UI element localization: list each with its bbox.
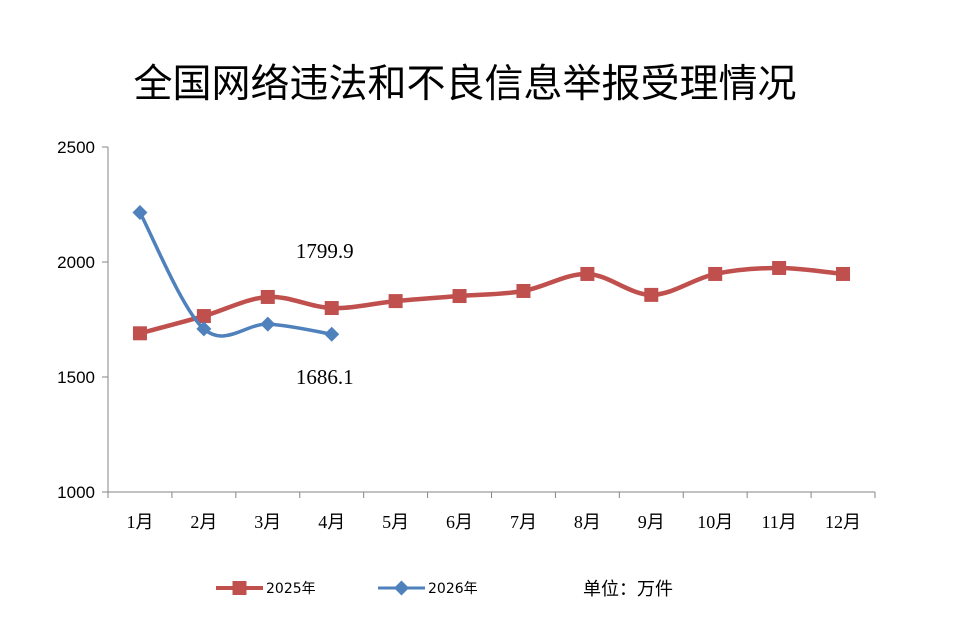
series-0-point: [388, 294, 403, 309]
x-tick-label: 4月: [318, 512, 345, 532]
chart-title: 全国网络违法和不良信息举报受理情况: [133, 62, 796, 107]
data-label: 1799.9: [296, 239, 354, 263]
series-0-point: [580, 266, 595, 281]
x-tick-label: 1月: [126, 512, 153, 532]
axes: 1000 1500 2000 2500 1月 2月 3月 4月 5月 6月 7月 8月 9月 10月 11月…: [57, 138, 876, 532]
y-tick-label: 1000: [57, 483, 95, 502]
x-tick-label: 8月: [574, 512, 601, 532]
series-0-point: [644, 287, 659, 302]
legend-label: 2026年: [428, 581, 478, 597]
series-layer: [132, 205, 851, 342]
x-tick-label: 10月: [697, 512, 733, 532]
x-tick-label: 12月: [825, 512, 861, 532]
series-0-point: [452, 289, 467, 304]
series-0-point: [196, 309, 211, 324]
series-0: [132, 260, 851, 341]
legend-swatch-marker: [232, 581, 247, 595]
series-1-point: [324, 326, 340, 342]
series-0-point: [836, 266, 851, 281]
series-1-point: [260, 316, 276, 332]
y-tick-label: 1500: [57, 368, 95, 387]
x-tick-label: 2月: [190, 512, 217, 532]
series-0-point: [260, 289, 275, 304]
x-tick-label: 7月: [510, 512, 537, 532]
series-0-point: [324, 301, 339, 316]
x-tick-label: 5月: [382, 512, 409, 532]
series-1-point: [132, 205, 148, 221]
data-labels: 1799.9 1686.1: [296, 239, 354, 389]
x-tick-label: 6月: [446, 512, 473, 532]
legend: 2025年 2026年: [216, 580, 478, 597]
y-tick-label: 2500: [57, 138, 95, 157]
x-tick-label: 3月: [254, 512, 281, 532]
data-label: 1686.1: [296, 365, 354, 389]
legend-item-1: 2026年: [378, 580, 478, 597]
legend-item-0: 2025年: [216, 581, 316, 597]
legend-label: 2025年: [266, 581, 316, 597]
series-1-point: [196, 321, 212, 337]
series-0-point: [772, 260, 787, 275]
series-0-line: [137, 265, 846, 336]
legend-swatch-marker: [394, 580, 409, 596]
x-tick-label: 9月: [638, 512, 665, 532]
series-0-point: [708, 266, 723, 281]
series-0-point: [132, 326, 147, 341]
y-tick-label: 2000: [57, 253, 95, 272]
unit-note: 单位：万件: [583, 579, 673, 600]
series-1-line: [138, 210, 334, 338]
series-1: [132, 205, 340, 342]
x-tick-label: 11月: [761, 512, 796, 532]
series-0-point: [516, 283, 531, 298]
